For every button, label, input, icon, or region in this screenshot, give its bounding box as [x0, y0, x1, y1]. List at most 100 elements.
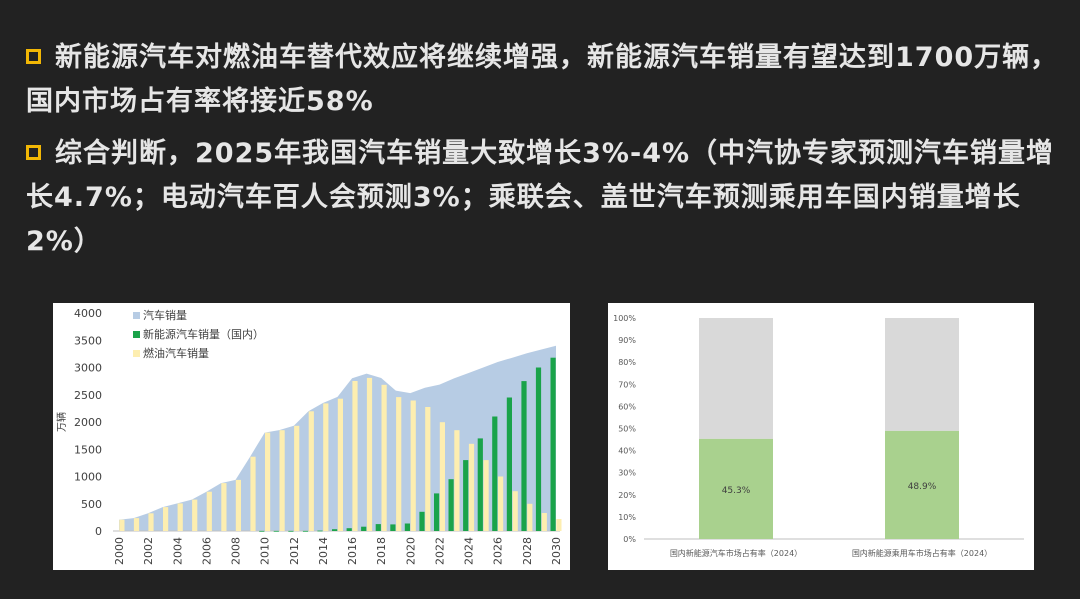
y-tick-label: 0%: [623, 535, 636, 544]
legend-swatch: [133, 350, 140, 357]
fuel-sales-bar: [439, 422, 445, 531]
fuel-sales-bar: [250, 456, 256, 531]
nev-sales-bar: [346, 528, 352, 531]
fuel-sales-bar: [206, 491, 212, 531]
fuel-sales-bar: [410, 400, 416, 531]
category-label: 国内新能源汽车市场占有率（2024）: [670, 548, 802, 558]
x-tick-label: 2020: [404, 537, 417, 565]
x-tick-label: 2030: [550, 537, 563, 565]
y-tick-label: 10%: [618, 513, 636, 522]
nev-sales-bar: [506, 397, 512, 531]
fuel-sales-bar: [221, 483, 227, 531]
fuel-sales-bar: [366, 377, 373, 531]
fuel-sales-bar: [133, 518, 140, 531]
nev-sales-bar: [317, 530, 323, 532]
share-chart-panel: 0% 10% 20% 30% 40% 50% 60% 70% 80% 90% 100% 45.3% 国内…: [608, 303, 1034, 570]
fuel-sales-bar: [265, 432, 271, 531]
fuel-sales-bar: [119, 519, 125, 531]
y-tick-label: 1000: [74, 471, 102, 484]
y-tick-label: 0: [95, 525, 102, 538]
nev-sales-bar: [288, 530, 294, 532]
y-tick-label: 3500: [74, 334, 102, 347]
fuel-sales-bar: [294, 425, 300, 531]
y-tick-label: 60%: [618, 402, 636, 411]
fuel-sales-bar: [527, 503, 533, 532]
y-tick-label: 3000: [74, 362, 102, 375]
nev-sales-bar: [273, 530, 279, 532]
total-sales-area: [119, 345, 556, 531]
fuel-sales-bar: [177, 503, 183, 531]
y-tick-label: 50%: [618, 425, 636, 434]
x-tick-label: 2024: [463, 537, 476, 565]
fuel-sales-bar: [512, 491, 518, 531]
nev-sales-bar: [535, 367, 542, 531]
fuel-sales-bar: [381, 384, 387, 531]
y-tick-label: 80%: [618, 358, 636, 367]
share-nev-bar: [885, 430, 959, 539]
legend-label: 汽车销量: [143, 308, 187, 322]
bullet-square-icon: [26, 49, 41, 64]
nev-sales-bar: [259, 530, 265, 532]
bullet-text: 新能源汽车对燃油车替代效应将继续增强，新能源汽车销量有望达到1700万辆，国内市…: [26, 42, 1059, 117]
fuel-sales-bar: [352, 381, 358, 531]
category-label: 国内新能源乘用车市场占有率（2024）: [852, 548, 992, 558]
bullet-square-icon: [26, 145, 41, 160]
nev-sales-bar: [302, 530, 309, 532]
y-tick-label: 70%: [618, 380, 636, 389]
bullet-text: 综合判断，2025年我国汽车销量大致增长3%-4%（中汽协专家预测汽车销量增长4…: [26, 138, 1055, 257]
fuel-sales-bar: [425, 407, 431, 531]
fuel-sales-bar: [235, 479, 241, 531]
x-tick-label: 2016: [346, 537, 359, 565]
y-tick-label: 20%: [618, 491, 636, 500]
legend-swatch: [133, 331, 140, 338]
nev-sales-bar: [477, 438, 483, 531]
bullet-list: 新能源汽车对燃油车替代效应将继续增强，新能源汽车销量有望达到1700万辆，国内市…: [26, 36, 1066, 272]
fuel-sales-bar: [556, 519, 562, 531]
nev-sales-bar: [550, 357, 556, 531]
fuel-sales-bar: [323, 403, 329, 531]
y-tick-label: 1500: [74, 443, 102, 456]
x-tick-label: 2004: [171, 537, 184, 565]
x-tick-label: 2000: [113, 537, 126, 565]
nev-sales-bar: [434, 493, 440, 531]
nev-sales-bar: [404, 523, 410, 531]
fuel-sales-bar: [468, 443, 475, 531]
share-data-label: 45.3%: [722, 486, 751, 496]
y-tick-label: 30%: [618, 469, 636, 478]
share-remaining-bar: [885, 318, 959, 431]
x-tick-label: 2010: [259, 537, 272, 565]
fuel-sales-bar: [541, 513, 547, 531]
nev-sales-bar: [521, 381, 527, 531]
legend-label: 新能源汽车销量（国内）: [143, 327, 264, 341]
y-tick-label: 100%: [613, 314, 636, 323]
fuel-sales-bar: [498, 476, 504, 531]
fuel-sales-bar: [148, 513, 154, 531]
y-tick-label: 4000: [74, 307, 102, 320]
nev-sales-bar: [448, 479, 454, 531]
y-tick-label: 500: [81, 498, 102, 511]
x-tick-label: 2002: [142, 537, 155, 565]
nev-sales-bar: [375, 524, 381, 531]
fuel-sales-bar: [454, 430, 460, 531]
x-tick-label: 2026: [492, 537, 505, 565]
fuel-sales-bar: [163, 507, 169, 531]
fuel-sales-bar: [396, 397, 402, 531]
fuel-sales-bar: [192, 499, 198, 531]
nev-sales-bar: [390, 524, 396, 531]
market-share-chart: 0% 10% 20% 30% 40% 50% 60% 70% 80% 90% 100% 45.3% 国内…: [613, 314, 1024, 558]
fuel-sales-bar: [308, 411, 314, 531]
y-tick-label: 2500: [74, 389, 102, 402]
y-tick-label: 90%: [618, 336, 636, 345]
bullet-item: 新能源汽车对燃油车替代效应将继续增强，新能源汽车销量有望达到1700万辆，国内市…: [26, 36, 1066, 124]
nev-sales-bar: [332, 529, 338, 531]
legend-swatch: [133, 312, 140, 319]
legend-label: 燃油汽车销量: [143, 346, 209, 360]
nev-sales-bar: [492, 416, 498, 531]
x-tick-label: 2022: [433, 537, 446, 565]
fuel-sales-bar: [483, 460, 489, 531]
x-tick-label: 2008: [230, 537, 243, 565]
share-data-label: 48.9%: [908, 482, 937, 492]
fuel-sales-bar: [279, 430, 285, 531]
x-tick-label: 2018: [375, 537, 388, 565]
x-tick-label: 2012: [288, 537, 301, 565]
